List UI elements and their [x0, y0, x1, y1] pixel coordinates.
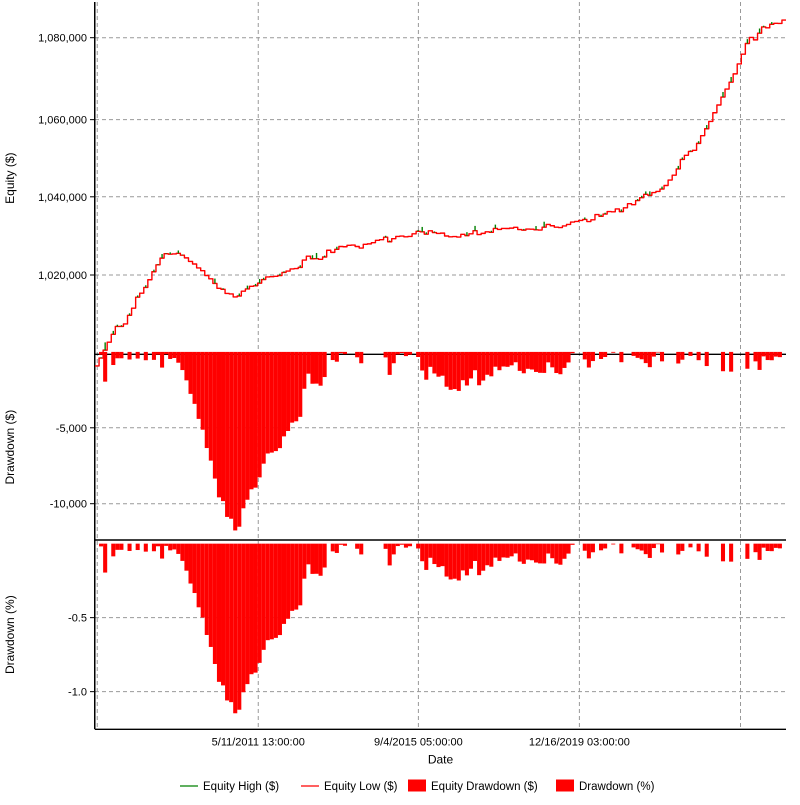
- svg-text:Drawdown ($): Drawdown ($): [3, 410, 17, 485]
- svg-text:-5,000: -5,000: [56, 423, 87, 435]
- svg-text:1,020,000: 1,020,000: [38, 270, 87, 282]
- svg-text:9/4/2015 05:00:00: 9/4/2015 05:00:00: [374, 736, 463, 748]
- svg-text:Drawdown (%): Drawdown (%): [579, 781, 655, 793]
- svg-text:5/11/2011 13:00:00: 5/11/2011 13:00:00: [212, 736, 305, 748]
- svg-text:-0.5: -0.5: [68, 613, 87, 625]
- svg-text:Equity Low ($): Equity Low ($): [324, 781, 398, 793]
- svg-text:12/16/2019 03:00:00: 12/16/2019 03:00:00: [529, 736, 630, 748]
- svg-text:1,060,000: 1,060,000: [38, 115, 87, 127]
- svg-text:-1.0: -1.0: [68, 687, 87, 699]
- svg-text:1,080,000: 1,080,000: [38, 33, 87, 45]
- svg-text:1,040,000: 1,040,000: [38, 192, 87, 204]
- svg-text:Equity ($): Equity ($): [3, 152, 17, 203]
- svg-text:Date: Date: [428, 752, 454, 766]
- svg-text:Equity High ($): Equity High ($): [203, 781, 279, 793]
- svg-text:Drawdown (%): Drawdown (%): [3, 595, 17, 674]
- svg-text:-10,000: -10,000: [50, 499, 87, 511]
- svg-text:Equity Drawdown ($): Equity Drawdown ($): [431, 781, 538, 793]
